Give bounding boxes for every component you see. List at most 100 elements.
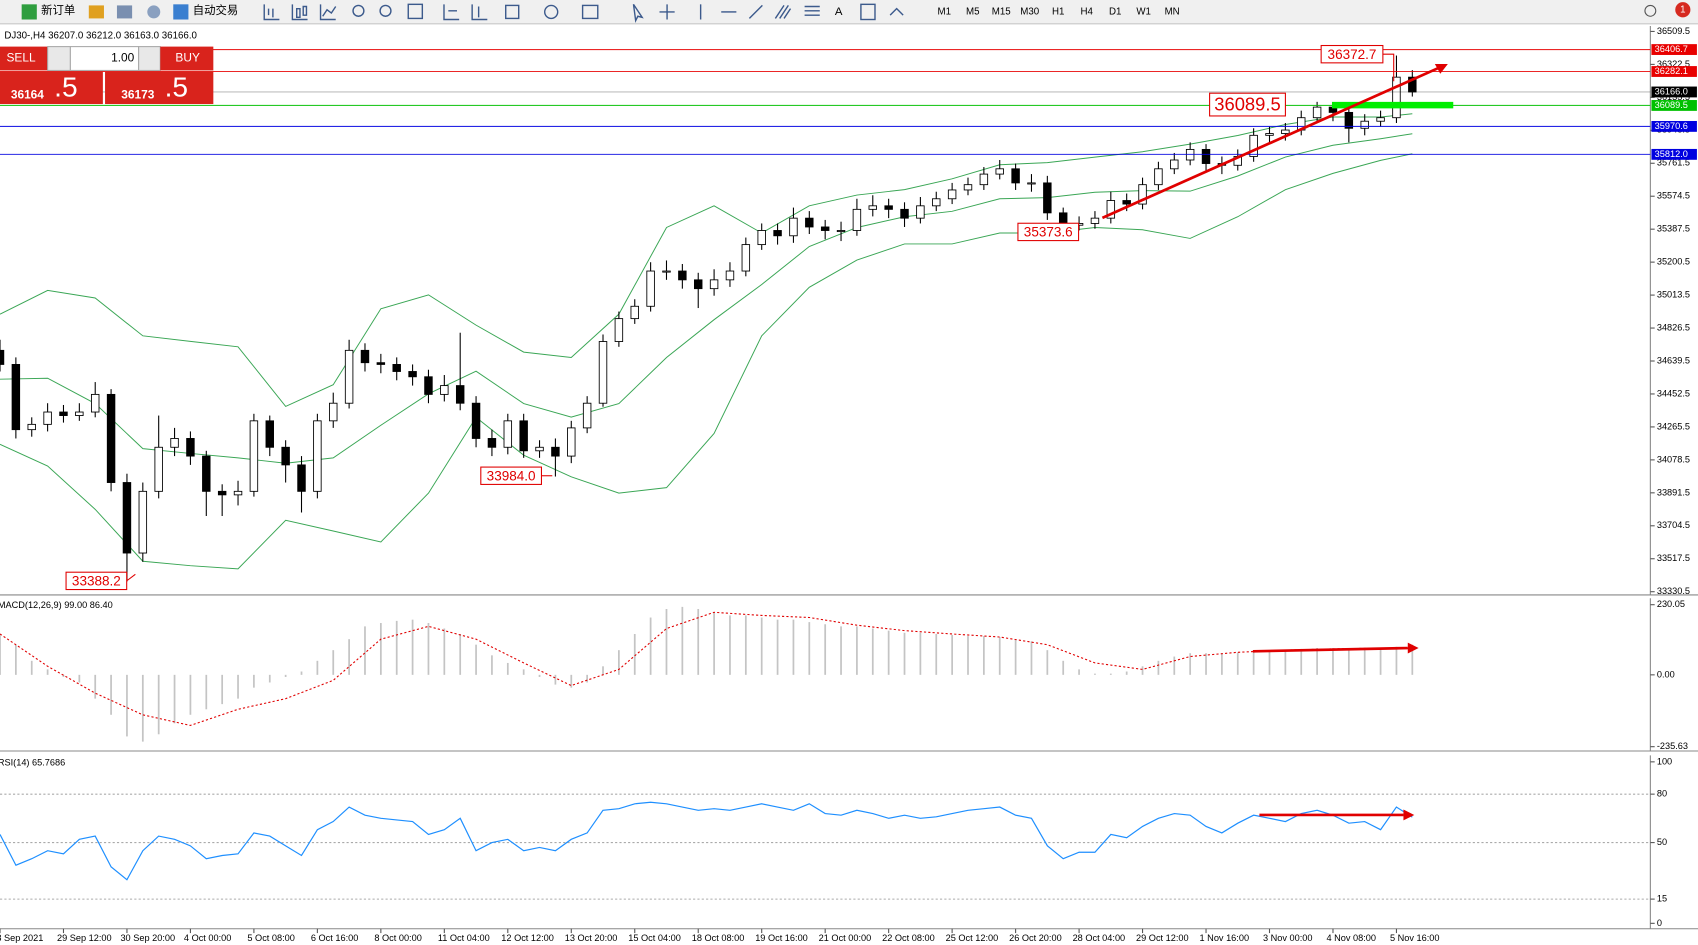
sell-label[interactable]: SELL [6, 51, 35, 65]
zoom-in-icon[interactable] [352, 4, 365, 17]
candle-body [217, 490, 227, 496]
buy-label[interactable]: BUY [175, 51, 200, 65]
period-icon[interactable] [543, 4, 559, 20]
candle-body [979, 173, 989, 186]
plot-area: 33330.5 33517.5 33704.5 33891.5 34078.5 34265… [0, 24, 1698, 945]
candle-body [963, 184, 973, 191]
channel-icon[interactable] [774, 5, 792, 19]
label-icon[interactable] [860, 3, 876, 21]
y-tick-label: 230.05 [1657, 599, 1685, 609]
sell-price-pips[interactable]: .5 [54, 71, 77, 102]
y-tick-label: 34826.5 [1657, 322, 1690, 332]
cursor-icon[interactable] [632, 3, 644, 23]
line-icon[interactable] [319, 4, 337, 21]
panel: -235.63 0.00 230.05 MACD(12,26,9) 99.00 86.… [0, 598, 1698, 752]
candle-body [884, 205, 893, 210]
y-tick-label: 36509.5 [1657, 26, 1690, 36]
tool-icon[interactable] [116, 5, 133, 19]
sell-button[interactable] [0, 46, 48, 71]
fibo-icon[interactable] [804, 5, 820, 16]
shift-icon[interactable] [471, 4, 488, 21]
timeframe-button[interactable]: H1 [1052, 6, 1064, 17]
crosshair-icon[interactable] [659, 4, 675, 20]
timeframe-button[interactable]: D1 [1109, 6, 1121, 17]
search-icon[interactable] [1644, 4, 1657, 17]
y-tick-label: 15 [1657, 894, 1667, 904]
timeframe-button[interactable]: M30 [1020, 6, 1040, 17]
annotation-label: 33984.0 [487, 468, 536, 483]
x-tick-label: 13 Oct 20:00 [565, 933, 618, 943]
candle-body [852, 208, 862, 231]
price-level-box [1651, 44, 1697, 55]
price-level-label: 36282.1 [1655, 66, 1688, 76]
toolbar [0, 0, 1698, 24]
candle-body [1154, 168, 1163, 186]
timeframe-button[interactable]: M1 [938, 6, 952, 17]
lots-up[interactable] [138, 46, 161, 71]
candle-body [614, 318, 624, 342]
candle-body [598, 341, 608, 404]
timeframe-button[interactable]: M15 [992, 6, 1011, 17]
indicator-icon[interactable] [505, 4, 520, 20]
tool-icon[interactable] [88, 5, 104, 19]
candle-body [1011, 168, 1020, 184]
timeframes: M1 M5 M15 M30 H1 H4 D1 W1 MN [938, 6, 1180, 17]
buy-price[interactable]: 36173 [121, 88, 154, 102]
annotation-box [480, 466, 542, 485]
candle-body [376, 362, 386, 365]
x-tick-label: 1 Nov 16:00 [1200, 933, 1250, 943]
candle-body [551, 446, 560, 457]
candle-body [90, 393, 100, 413]
timeframe-button[interactable]: M5 [966, 6, 980, 17]
x-tick-label: 19 Oct 16:00 [755, 933, 808, 943]
price-level-label: 36166.0 [1655, 86, 1688, 96]
x-tick-label: 29 Oct 12:00 [1136, 933, 1189, 943]
buy-button[interactable] [160, 46, 214, 71]
zoom-out-icon[interactable] [379, 4, 392, 17]
shapes-icon[interactable] [889, 7, 904, 16]
text-tool[interactable]: A [835, 6, 843, 18]
y-tick-label: 36322.5 [1657, 59, 1690, 69]
x-tick-label: 6 Oct 16:00 [311, 933, 358, 943]
support-marker [1331, 101, 1454, 109]
timeframe-button[interactable]: MN [1165, 6, 1180, 17]
candle-body [1249, 134, 1258, 157]
x-tick-label: 28 Sep 2021 [0, 933, 43, 943]
sell-price[interactable]: 36164 [11, 88, 44, 102]
timeframe-button[interactable]: H4 [1080, 6, 1093, 17]
tile-icon[interactable] [407, 3, 424, 20]
candle-body [757, 230, 766, 246]
tool-icon[interactable] [147, 5, 161, 19]
indicator-title: MACD(12,26,9) 99.00 86.40 [0, 600, 113, 610]
template-icon[interactable] [581, 4, 599, 20]
trendline-icon[interactable] [748, 4, 763, 19]
lots-value[interactable]: 1.00 [111, 51, 135, 65]
y-tick-label: 33704.5 [1657, 520, 1690, 530]
candle-body [1201, 148, 1211, 164]
y-tick-label: 33517.5 [1657, 553, 1690, 563]
timeframe-button[interactable]: W1 [1136, 6, 1151, 17]
sell-price-box[interactable] [0, 71, 103, 105]
candle-body [1170, 159, 1179, 170]
candle-body [709, 279, 719, 290]
buy-price-pips[interactable]: .5 [165, 71, 188, 102]
new-order-button[interactable]: 新订单 [41, 3, 75, 17]
y-tick-label: 34265.5 [1657, 421, 1690, 431]
candle-icon[interactable] [291, 4, 308, 21]
candle-body [186, 438, 195, 457]
candle-body [424, 376, 433, 395]
y-tick-label: 50 [1657, 837, 1667, 847]
new-order-icon[interactable] [21, 4, 37, 20]
candle-body [868, 205, 878, 210]
candle-body [535, 446, 544, 452]
candle-body [249, 420, 259, 492]
bar-chart-icon[interactable] [263, 4, 280, 21]
auto-trading-button[interactable]: 自动交易 [193, 3, 238, 17]
lots-down[interactable] [47, 46, 71, 71]
x-tick-label: 21 Oct 00:00 [819, 933, 872, 943]
buy-price-box[interactable] [105, 71, 214, 105]
auto-trading-icon[interactable] [173, 4, 189, 20]
notification-badge[interactable] [1675, 2, 1691, 18]
scroll-icon[interactable] [443, 4, 460, 21]
